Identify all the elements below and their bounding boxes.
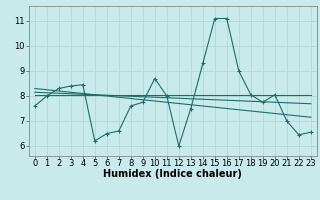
X-axis label: Humidex (Indice chaleur): Humidex (Indice chaleur) [103, 169, 242, 179]
